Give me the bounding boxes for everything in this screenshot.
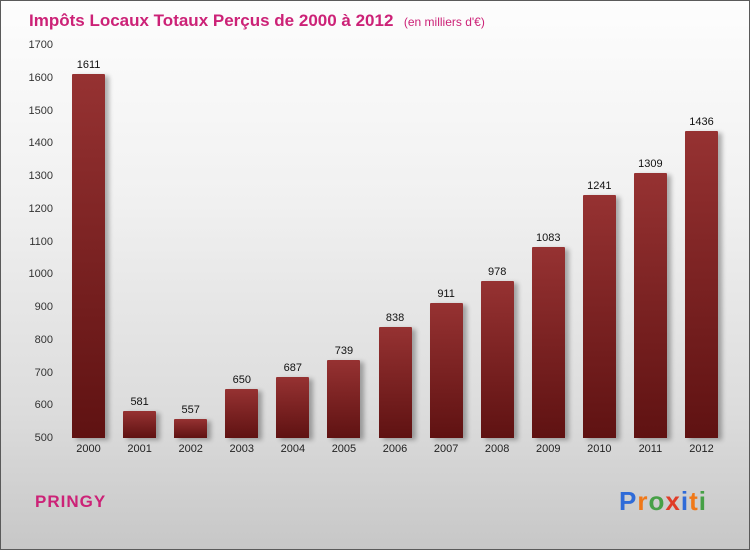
y-tick-label: 1300 <box>28 170 53 182</box>
chart-subtitle: (en milliers d'€) <box>403 15 485 29</box>
x-axis-label: 2004 <box>280 443 306 455</box>
y-axis: 500 600 700 800 900 1000 1100 1200 1300 1400 1500 1… <box>5 39 53 460</box>
y-tick-label: 900 <box>34 301 53 313</box>
y-tick-label: 1200 <box>28 202 53 215</box>
x-axis-label: 2006 <box>382 443 408 455</box>
x-axis-label: 2007 <box>433 443 459 455</box>
x-axis-label: 2010 <box>587 443 612 455</box>
bar-value-label: 557 <box>181 404 200 417</box>
y-tick-label: 700 <box>34 366 53 379</box>
bar-chart: 500 600 700 800 900 1000 1100 1200 1300 1400 1500 1… <box>29 39 727 460</box>
bar <box>378 327 412 438</box>
bar-value-label: 687 <box>283 361 303 374</box>
y-tick-label: 1500 <box>28 104 53 117</box>
y-tick-label: 1400 <box>28 137 53 150</box>
bar-value-label: 739 <box>334 344 354 357</box>
bar-value-label: 1083 <box>536 232 561 245</box>
bar-column: 1241 2010 <box>574 45 625 460</box>
proxiti-logo: Proxiti <box>619 486 707 517</box>
bar <box>72 74 106 438</box>
bar <box>327 359 361 438</box>
logo-letter: r <box>637 486 649 516</box>
bar-column: 557 2002 <box>165 45 216 460</box>
x-axis-label: 2005 <box>331 443 357 455</box>
bar-column: 650 2003 <box>216 45 267 460</box>
bar <box>276 376 310 438</box>
bar <box>429 303 463 438</box>
y-tick-label: 600 <box>34 399 53 412</box>
x-axis-label: 2009 <box>536 443 561 455</box>
bar-column: 1309 2011 <box>625 45 676 460</box>
bar-column: 978 2008 <box>472 45 523 460</box>
y-tick-label: 1600 <box>28 71 53 84</box>
x-axis-label: 2001 <box>127 443 152 455</box>
bar-value-label: 1241 <box>587 180 612 193</box>
chart-header: Impôts Locaux Totaux Perçus de 2000 à 20… <box>1 1 749 31</box>
bar-column: 1436 2012 <box>676 45 727 460</box>
bar-column: 1083 2009 <box>523 45 574 460</box>
bar-value-label: 838 <box>385 312 405 325</box>
logo-letter: i <box>698 486 707 516</box>
logo-letter: x <box>665 486 681 516</box>
x-axis-label: 2000 <box>76 443 101 455</box>
y-tick-label: 1700 <box>28 39 53 51</box>
bar <box>480 281 514 438</box>
footer-location: PRINGY <box>35 491 107 511</box>
bar-value-label: 1309 <box>638 158 663 171</box>
bar <box>531 247 565 438</box>
bars-area: 1611 2000 581 2001 557 2002 650 2003 687 2004 739 2… <box>63 45 727 460</box>
bar <box>633 173 667 438</box>
y-tick-label: 1100 <box>29 235 53 248</box>
bar-value-label: 650 <box>232 373 251 386</box>
bar <box>582 195 616 438</box>
x-axis-label: 2012 <box>689 443 714 455</box>
bar-column: 1611 2000 <box>63 45 114 460</box>
bar-value-label: 911 <box>437 288 455 301</box>
bar <box>684 131 718 438</box>
bar-value-label: 581 <box>130 396 149 409</box>
logo-letter: P <box>619 486 638 516</box>
bar <box>174 419 208 438</box>
bar-column: 687 2004 <box>267 45 318 460</box>
logo-letter: t <box>689 486 699 516</box>
chart-title: Impôts Locaux Totaux Perçus de 2000 à 20… <box>29 11 394 30</box>
bar <box>123 411 157 438</box>
x-axis-label: 2011 <box>638 443 663 455</box>
footer: PRINGY Proxiti <box>1 486 749 517</box>
bar-value-label: 1436 <box>689 116 714 129</box>
y-tick-label: 800 <box>34 333 53 346</box>
bar <box>225 388 259 438</box>
logo-letter: o <box>648 486 666 516</box>
bar-column: 911 2007 <box>421 45 472 460</box>
x-axis-label: 2008 <box>484 443 510 455</box>
y-tick-label: 1000 <box>28 268 53 281</box>
x-axis-label: 2002 <box>178 443 203 455</box>
bar-column: 739 2005 <box>318 45 369 460</box>
bar-value-label: 978 <box>487 266 507 279</box>
bar-value-label: 1611 <box>76 59 101 72</box>
x-axis-label: 2003 <box>229 443 255 455</box>
bar-column: 838 2006 <box>369 45 420 460</box>
bar-column: 581 2001 <box>114 45 165 460</box>
y-tick-label: 500 <box>34 432 53 444</box>
logo-letter: i <box>680 486 690 516</box>
